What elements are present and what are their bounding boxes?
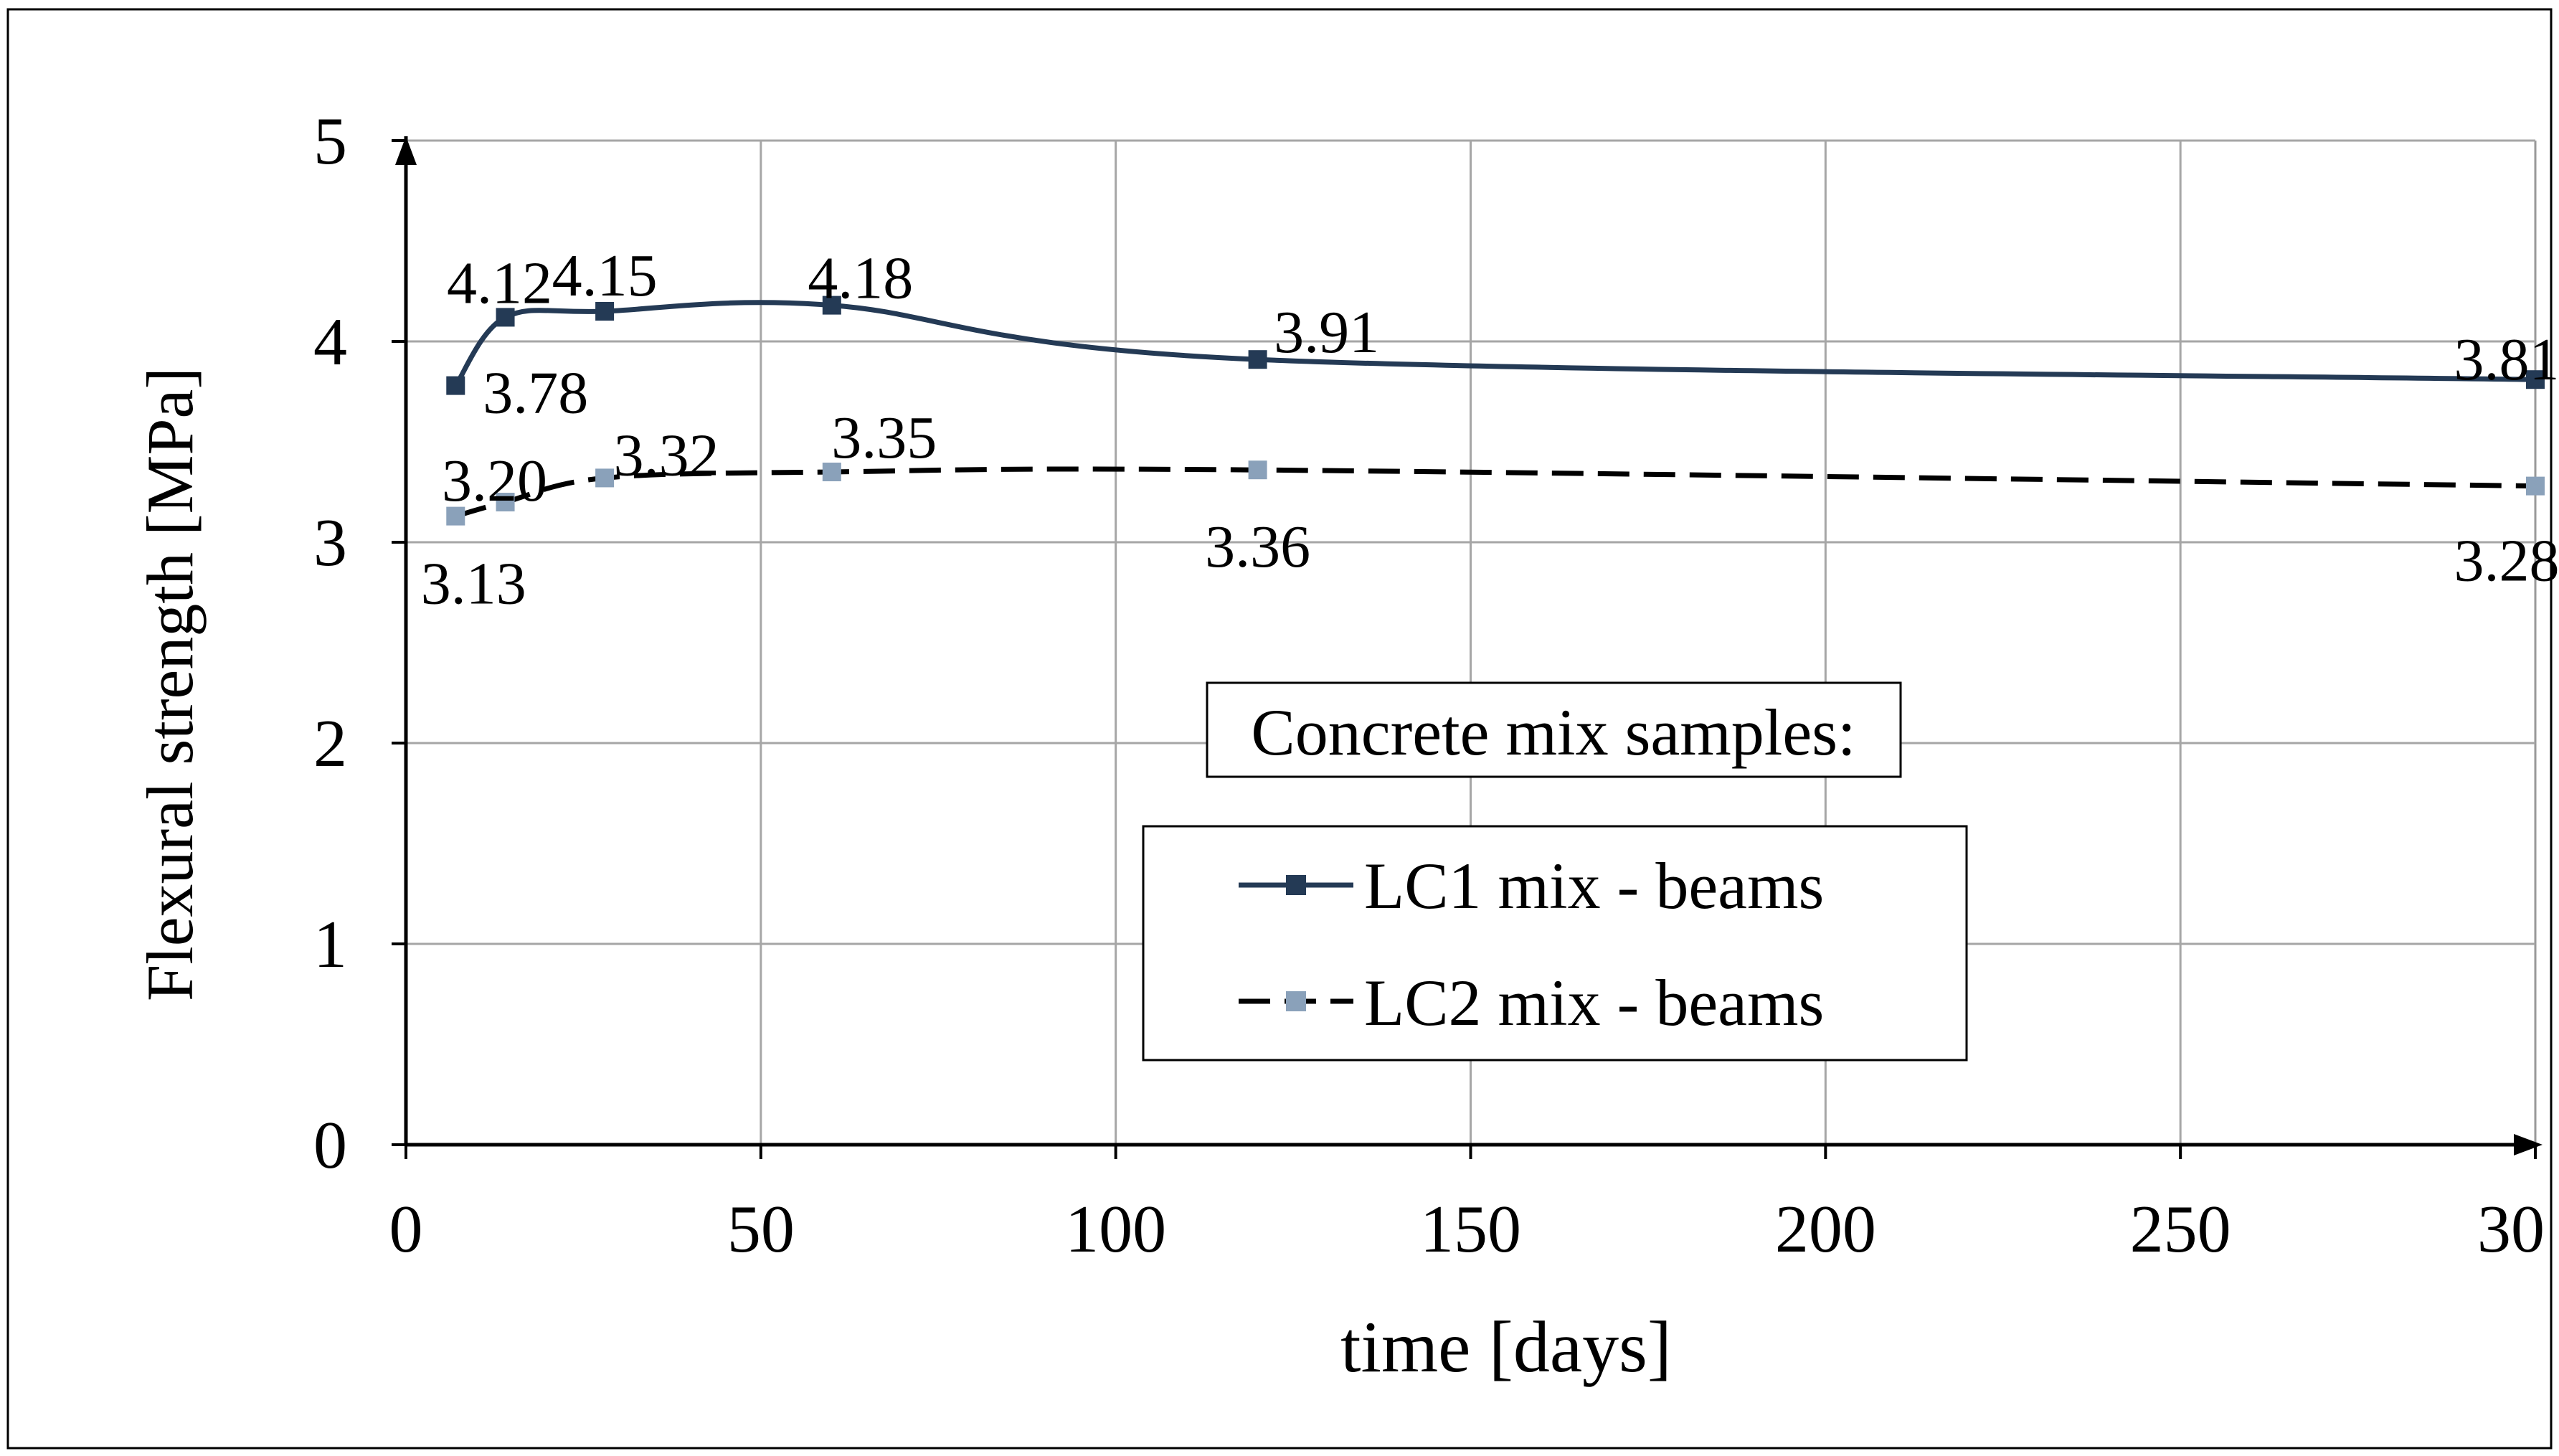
data-label: 3.91 xyxy=(1274,299,1379,366)
data-label: 3.78 xyxy=(483,360,588,427)
data-label: 3.36 xyxy=(1205,514,1310,580)
data-label: 4.18 xyxy=(808,245,913,312)
x-tick-label: 0 xyxy=(389,1192,423,1267)
legend-title-box: Concrete mix samples: xyxy=(1206,681,1902,778)
data-point xyxy=(496,493,515,511)
data-point xyxy=(595,468,615,488)
data-label: 3.28 xyxy=(2454,528,2559,595)
y-tick-label: 1 xyxy=(313,907,347,982)
x-tick-label: 30 xyxy=(2477,1192,2545,1267)
data-point xyxy=(822,463,841,481)
data-point xyxy=(2526,476,2545,496)
legend-marker-lc1 xyxy=(1286,875,1306,895)
series-2 xyxy=(446,460,2545,526)
y-axis-arrow xyxy=(395,136,417,165)
y-tick-label: 5 xyxy=(313,104,347,179)
legend-marker-lc2 xyxy=(1286,991,1306,1011)
series-line-2 xyxy=(455,466,2536,519)
series-layer xyxy=(446,296,2545,526)
x-tick-label: 200 xyxy=(1775,1192,1876,1267)
x-tick-label: 150 xyxy=(1420,1192,1521,1267)
x-axis-title: time [days] xyxy=(1340,1307,1672,1388)
data-label: 4.12 xyxy=(447,250,552,316)
data-point xyxy=(446,376,465,395)
data-label: 3.20 xyxy=(442,448,547,514)
y-tick-label: 4 xyxy=(313,305,347,379)
legend-label-lc2: LC2 mix - beams xyxy=(1364,966,1824,1039)
data-label: 3.35 xyxy=(831,405,937,471)
data-label: 3.32 xyxy=(614,422,719,488)
legend: LC1 mix - beams LC2 mix - beams xyxy=(1142,825,1968,1062)
series-1 xyxy=(446,296,2545,395)
y-tick-label: 2 xyxy=(313,706,347,781)
series-line-1 xyxy=(453,300,2536,387)
legend-label-lc1: LC1 mix - beams xyxy=(1364,849,1824,922)
data-labels: 3.78 4.12 4.15 4.18 3.91 3.81 3.13 3.20 3.32 3.35… xyxy=(421,242,2559,618)
grid xyxy=(406,139,2537,1145)
data-point xyxy=(595,302,615,321)
data-label: 3.13 xyxy=(421,551,526,618)
y-axis-title: Flexural strength [MPa] xyxy=(133,367,207,1001)
data-point xyxy=(446,506,465,526)
x-tick-label: 100 xyxy=(1065,1192,1166,1267)
x-tick-label: 50 xyxy=(727,1192,795,1267)
x-axis-arrow xyxy=(2514,1134,2543,1155)
data-point xyxy=(496,308,515,327)
data-point xyxy=(2526,370,2545,389)
x-tick-label: 250 xyxy=(2130,1192,2231,1267)
data-label: 4.15 xyxy=(552,242,658,309)
legend-title: Concrete mix samples: xyxy=(1251,696,1855,769)
data-point xyxy=(1248,350,1267,369)
data-point xyxy=(1248,460,1267,480)
y-tick-label: 3 xyxy=(313,506,347,580)
data-point xyxy=(822,296,841,315)
y-tick-label: 0 xyxy=(313,1108,347,1183)
data-label: 3.81 xyxy=(2454,326,2559,393)
legend-item-lc1: LC1 mix - beams xyxy=(1239,849,1824,922)
legend-item-lc2: LC2 mix - beams xyxy=(1239,966,1824,1039)
